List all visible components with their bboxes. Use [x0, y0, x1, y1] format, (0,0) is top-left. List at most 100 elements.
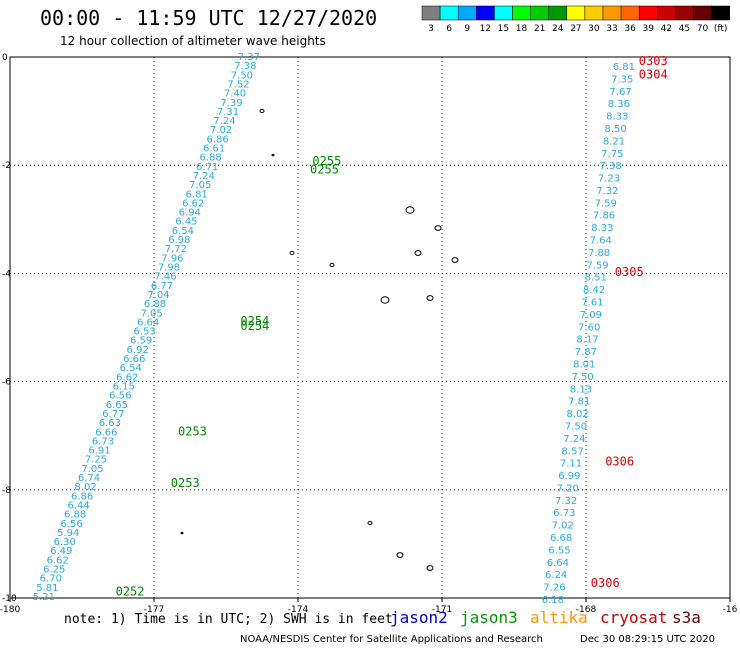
wave-height-value: 6.15 — [113, 381, 135, 392]
colorbar-label: 45 — [679, 24, 690, 34]
wave-height-value: 7.64 — [590, 236, 612, 247]
wave-height-value: 7.87 — [575, 347, 597, 358]
island-outline — [329, 262, 335, 268]
x-tick-label: -168 — [576, 605, 597, 615]
legend-cryosat: cryosat — [600, 608, 668, 627]
colorbar-label: 39 — [642, 24, 654, 34]
wave-height-value: 7.24 — [563, 434, 585, 445]
footer-date: Dec 30 08:29:15 UTC 2020 — [580, 634, 715, 645]
wave-height-value: 7.59 — [595, 198, 617, 209]
wave-height-value: 8.33 — [591, 223, 613, 234]
wave-height-value: 5.21 — [33, 592, 55, 603]
colorbar-swatch — [421, 5, 441, 21]
wave-height-value: 6.59 — [130, 336, 152, 347]
wave-height-value: 6.91 — [88, 446, 110, 457]
colorbar-swatch — [711, 5, 730, 21]
wave-height-value: 7.86 — [593, 211, 615, 222]
wave-height-value: 6.71 — [196, 162, 218, 173]
wave-height-value: 7.23 — [598, 174, 620, 185]
wave-height-value: 6.54 — [172, 226, 194, 237]
island-outline — [434, 225, 442, 231]
time-label-green: 0253 — [178, 425, 207, 439]
time-label-green: 0255 — [312, 154, 341, 168]
wave-height-value: 6.53 — [133, 327, 155, 338]
y-tick-label: -6 — [2, 378, 11, 388]
wave-height-value: 7.81 — [568, 397, 590, 408]
colorbar-label: 6 — [446, 24, 452, 34]
wave-height-value: 6.66 — [123, 354, 145, 365]
island-outline — [426, 295, 434, 301]
wave-height-value: 7.60 — [578, 322, 600, 333]
colorbar-swatch — [620, 5, 640, 21]
island-outline — [180, 531, 184, 535]
wave-height-value: 8.13 — [570, 384, 592, 395]
wave-height-value: 6.88 — [144, 299, 166, 310]
colorbar-label: 18 — [516, 24, 528, 34]
islands — [180, 108, 459, 571]
colorbar-label: 3 — [428, 24, 434, 34]
colorbar-swatch — [566, 5, 586, 21]
time-label-green: 0252 — [116, 584, 145, 598]
wave-height-value: 7.26 — [543, 583, 565, 594]
wave-height-value: 6.74 — [78, 473, 100, 484]
wave-height-value: 7.37 — [238, 52, 260, 63]
legend-altika: altika — [530, 608, 588, 627]
wave-height-value: 7.24 — [213, 116, 235, 127]
wave-height-value: 6.77 — [102, 409, 124, 420]
time-label-red: 0305 — [615, 265, 644, 279]
wave-height-value: 7.09 — [580, 310, 602, 321]
wave-height-value: 7.24 — [193, 171, 215, 182]
wave-height-value: 7.50 — [231, 70, 253, 81]
colorbar-label: 27 — [570, 24, 581, 34]
time-label-red: 0303 — [639, 54, 668, 68]
wave-height-value: 5.81 — [36, 583, 58, 594]
legend-jason2: jason2 — [390, 608, 448, 627]
time-label-green: 0255 — [310, 162, 339, 176]
time-label-red: 0304 — [639, 68, 668, 82]
wave-height-value: 6.63 — [99, 418, 121, 429]
wave-height-value: 7.38 — [600, 161, 622, 172]
colorbar-swatch — [693, 5, 712, 21]
wave-height-value: 6.62 — [182, 198, 204, 209]
wave-height-value: 6.94 — [179, 208, 201, 219]
wave-height-value: 7.61 — [581, 298, 603, 309]
wave-height-value: 6.25 — [43, 565, 65, 576]
colorbar-swatch — [476, 5, 495, 21]
wave-height-value: 7.11 — [560, 459, 582, 470]
x-tick-label: -177 — [144, 605, 164, 615]
time-label-red: 0306 — [605, 454, 634, 468]
colorbar-label: 33 — [606, 24, 617, 34]
wave-height-value: 7.75 — [601, 149, 623, 160]
wave-height-value: 7.02 — [552, 521, 574, 532]
map-subtitle: 12 hour collection of altimeter wave hei… — [60, 34, 326, 48]
island-outline — [289, 250, 295, 256]
wave-height-value: 7.05 — [140, 308, 162, 319]
wave-height-value: 7.52 — [227, 79, 249, 90]
y-tick-label: -10 — [2, 594, 17, 604]
wave-height-value: 5.94 — [57, 528, 79, 539]
wave-height-value: 7.72 — [165, 244, 187, 255]
wave-height-value: 6.81 — [186, 189, 208, 200]
wave-height-value: 8.01 — [573, 359, 595, 370]
wave-height-value: 6.54 — [120, 363, 142, 374]
colorbar-swatch — [675, 5, 694, 21]
time-label-red: 0306 — [591, 576, 620, 590]
wave-height-value: 8.51 — [585, 273, 607, 284]
wave-height-value: 7.59 — [586, 260, 608, 271]
wave-height-value: 6.56 — [61, 519, 83, 530]
time-label-green: 0253 — [171, 476, 200, 490]
y-tick-label: -4 — [2, 269, 11, 279]
legend-note: note: 1) Time is in UTC; 2) SWH is in fe… — [64, 612, 393, 627]
wave-height-value: 6.61 — [203, 144, 225, 155]
colorbar-swatch — [439, 5, 459, 21]
wave-height-value: 7.96 — [161, 253, 183, 264]
wave-height-value: 7.46 — [154, 272, 176, 283]
footer-credit: NOAA/NESDIS Center for Satellite Applica… — [240, 634, 543, 645]
colorbar-label: 9 — [464, 24, 470, 34]
wave-height-value: 6.64 — [547, 558, 569, 569]
legend-jason3: jason3 — [460, 608, 518, 627]
map-frame — [9, 56, 731, 599]
wave-height-value: 8.33 — [606, 112, 628, 123]
colorbar-label: 36 — [624, 24, 636, 34]
